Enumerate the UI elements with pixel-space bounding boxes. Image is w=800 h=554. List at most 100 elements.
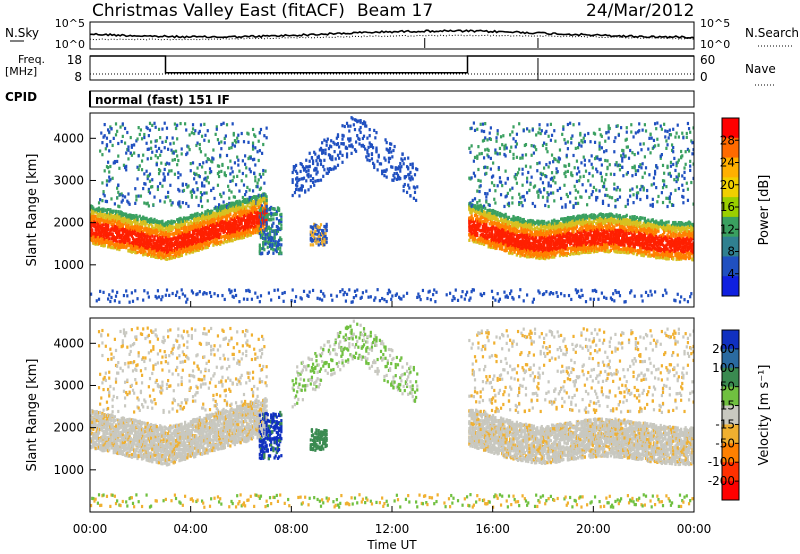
range-cell — [207, 226, 210, 231]
range-cell — [211, 215, 214, 219]
range-cell — [102, 192, 105, 196]
range-cell — [237, 140, 240, 144]
range-cell — [493, 238, 496, 243]
range-cell — [238, 235, 241, 239]
range-cell — [476, 206, 479, 210]
range-cell — [262, 211, 265, 215]
range-cell — [181, 219, 184, 223]
range-cell — [315, 224, 318, 228]
range-cell — [476, 154, 479, 158]
range-cell — [231, 228, 234, 232]
range-cell — [453, 297, 456, 301]
range-cell — [136, 215, 139, 219]
range-cell — [513, 245, 516, 249]
range-cell — [181, 242, 184, 246]
range-cell — [176, 247, 179, 251]
range-cell — [393, 172, 396, 176]
range-cell — [122, 230, 126, 234]
range-cell — [315, 172, 318, 176]
range-cell — [157, 248, 161, 252]
range-cell — [160, 223, 163, 227]
range-cell — [164, 248, 167, 252]
range-cell — [388, 142, 392, 146]
range-cell — [204, 221, 207, 225]
range-cell — [398, 176, 401, 180]
noise-series — [89, 29, 695, 48]
range-cell — [249, 211, 252, 215]
range-cell — [519, 240, 522, 245]
range-cell — [221, 205, 224, 209]
range-cell — [513, 217, 516, 222]
range-cell — [428, 289, 431, 293]
range-cell — [256, 228, 259, 232]
range-cell — [519, 288, 522, 292]
range-cell — [476, 218, 479, 223]
range-cell — [256, 216, 259, 220]
range-cell — [99, 208, 102, 212]
range-cell — [150, 242, 153, 247]
range-cell — [484, 241, 487, 245]
range-cell — [210, 188, 213, 193]
range-cell — [136, 238, 139, 243]
range-cell — [240, 206, 243, 210]
range-cell — [300, 184, 303, 188]
range-cell — [177, 237, 180, 241]
range-cell — [256, 198, 259, 202]
range-cell — [314, 223, 317, 227]
range-cell — [244, 233, 247, 237]
range-cell — [316, 155, 319, 160]
range-cell — [325, 171, 328, 175]
range-cell — [509, 237, 512, 242]
range-cell — [266, 240, 269, 244]
range-cell — [476, 233, 479, 238]
range-cell — [395, 177, 398, 181]
range-cell — [396, 173, 400, 177]
range-cell — [185, 243, 188, 248]
range-cell — [104, 213, 107, 217]
range-cell — [148, 121, 152, 125]
range-cell — [169, 251, 172, 255]
range-cell — [240, 131, 243, 136]
range-cell — [513, 175, 516, 179]
range-cell — [293, 299, 297, 304]
range-cell — [485, 223, 488, 227]
range-cell — [162, 178, 165, 182]
range-cell — [273, 212, 276, 216]
range-cell — [514, 218, 517, 222]
range-cell — [345, 292, 349, 296]
range-cell — [479, 222, 482, 226]
range-cell — [157, 228, 161, 232]
range-cell — [504, 226, 507, 230]
range-cell — [258, 222, 261, 226]
range-cell — [211, 221, 214, 225]
range-cell — [325, 143, 328, 147]
range-cell — [121, 238, 124, 242]
range-cell — [318, 225, 321, 230]
range-cell — [168, 229, 171, 233]
range-cell — [227, 211, 230, 215]
range-cell — [242, 140, 246, 144]
range-cell — [121, 242, 124, 246]
range-cell — [118, 229, 121, 233]
range-cell — [101, 141, 104, 145]
range-cell — [114, 244, 118, 248]
range-cell — [224, 207, 227, 212]
range-cell — [92, 231, 95, 235]
range-cell — [291, 193, 294, 198]
range-cell — [148, 172, 152, 176]
range-cell — [101, 199, 104, 203]
range-cell — [169, 224, 172, 228]
range-cell — [208, 219, 212, 224]
range-cell — [241, 218, 244, 222]
range-cell — [498, 212, 502, 216]
range-cell — [254, 146, 257, 150]
range-cell — [495, 226, 498, 230]
range-cell — [445, 293, 448, 297]
range-cell — [210, 294, 213, 298]
range-cell — [257, 220, 260, 224]
range-cell — [262, 196, 265, 201]
range-cell — [516, 221, 520, 225]
range-cell — [258, 248, 261, 253]
range-cell — [512, 297, 515, 301]
range-cell — [308, 151, 311, 155]
